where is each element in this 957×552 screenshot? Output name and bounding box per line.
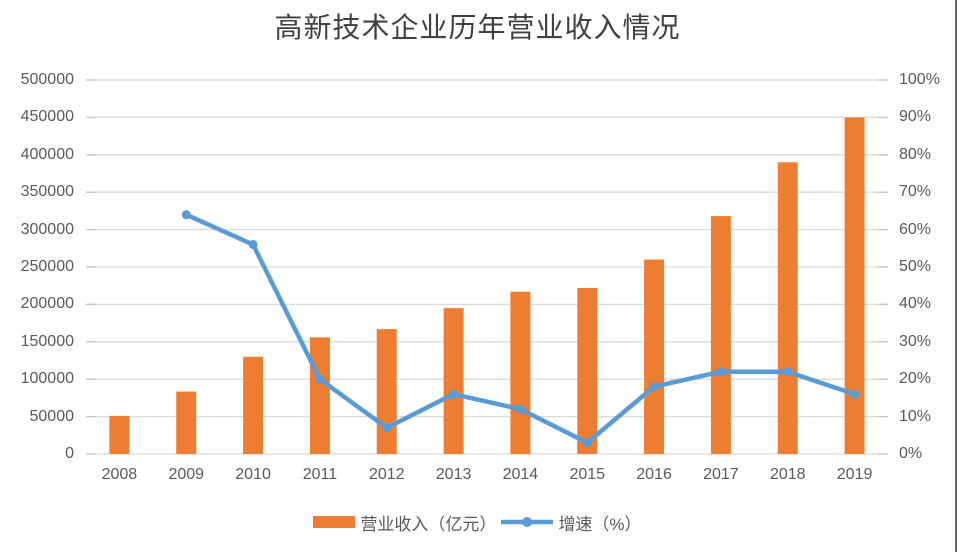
left-axis-label: 300000: [20, 220, 74, 238]
x-axis-label-2009: 2009: [168, 466, 205, 483]
right-axis-label: 70%: [899, 183, 932, 201]
bar-2017: [710, 216, 731, 454]
bar-2016: [644, 259, 665, 454]
growth-point-2018: [783, 367, 793, 377]
x-axis-label-2011: 2011: [302, 466, 338, 483]
growth-point-2019: [850, 389, 860, 399]
x-axis-label-2008: 2008: [101, 466, 138, 483]
growth-point-2010: [248, 240, 258, 250]
left-axis-label: 400000: [20, 145, 74, 163]
growth-point-2009: [181, 210, 191, 220]
x-axis-label-2013: 2013: [435, 466, 472, 483]
x-axis-label-2015: 2015: [569, 466, 606, 483]
left-axis-label: 250000: [20, 258, 74, 275]
right-axis-label: 50%: [899, 258, 932, 275]
growth-point-2013: [449, 389, 459, 399]
left-axis-label: 0: [65, 445, 74, 462]
x-axis-label-2016: 2016: [636, 466, 672, 483]
bar-2015: [577, 287, 598, 454]
left-axis-label: 450000: [20, 108, 74, 126]
right-axis-label: 100%: [899, 71, 940, 88]
bar-2012: [376, 329, 397, 454]
right-axis-label: 0%: [899, 445, 923, 462]
x-axis-label-2014: 2014: [502, 466, 539, 483]
growth-point-2016: [649, 382, 659, 392]
x-axis-label-2018: 2018: [769, 466, 806, 483]
growth-point-2015: [582, 438, 592, 448]
x-axis-label-2017: 2017: [703, 466, 739, 483]
right-axis-label: 10%: [899, 407, 932, 425]
legend-line-swatch: [501, 517, 554, 527]
right-axis-label: 40%: [899, 295, 932, 313]
right-axis-label: 80%: [899, 145, 932, 163]
left-axis-label: 500000: [20, 71, 74, 88]
x-axis-label-2019: 2019: [836, 466, 873, 483]
growth-point-2014: [515, 404, 525, 414]
growth-point-2012: [382, 423, 392, 433]
legend-line-label: 增速（%）: [558, 514, 642, 534]
legend-bar-label: 营业收入（亿元）: [360, 514, 497, 534]
bar-2014: [510, 291, 531, 454]
right-axis-label: 20%: [899, 370, 932, 388]
bar-2018: [777, 162, 798, 454]
chart-title: 高新技术企业历年营业收入情况: [274, 11, 681, 44]
growth-point-2017: [716, 367, 726, 377]
growth-point-2011: [315, 374, 325, 384]
left-axis-label: 350000: [20, 183, 74, 201]
x-axis-label-2010: 2010: [235, 466, 271, 483]
bar-2009: [176, 391, 197, 454]
left-axis-label: 150000: [20, 332, 74, 350]
bar-2019: [844, 117, 865, 455]
x-axis-label-2012: 2012: [368, 466, 405, 483]
left-axis-label: 100000: [20, 370, 74, 388]
bar-2011: [309, 337, 330, 454]
right-axis-label: 30%: [899, 332, 932, 350]
right-axis-label: 60%: [899, 220, 932, 238]
chart-legend: 营业收入（亿元） 增速（%）: [0, 509, 955, 535]
right-axis-label: 90%: [899, 108, 932, 126]
legend-bar-swatch: [313, 516, 356, 528]
bar-2008: [109, 415, 130, 454]
left-axis-label: 200000: [20, 295, 74, 313]
bar-2010: [243, 356, 264, 454]
bar-2013: [443, 308, 464, 454]
left-axis-label: 50000: [29, 407, 75, 425]
